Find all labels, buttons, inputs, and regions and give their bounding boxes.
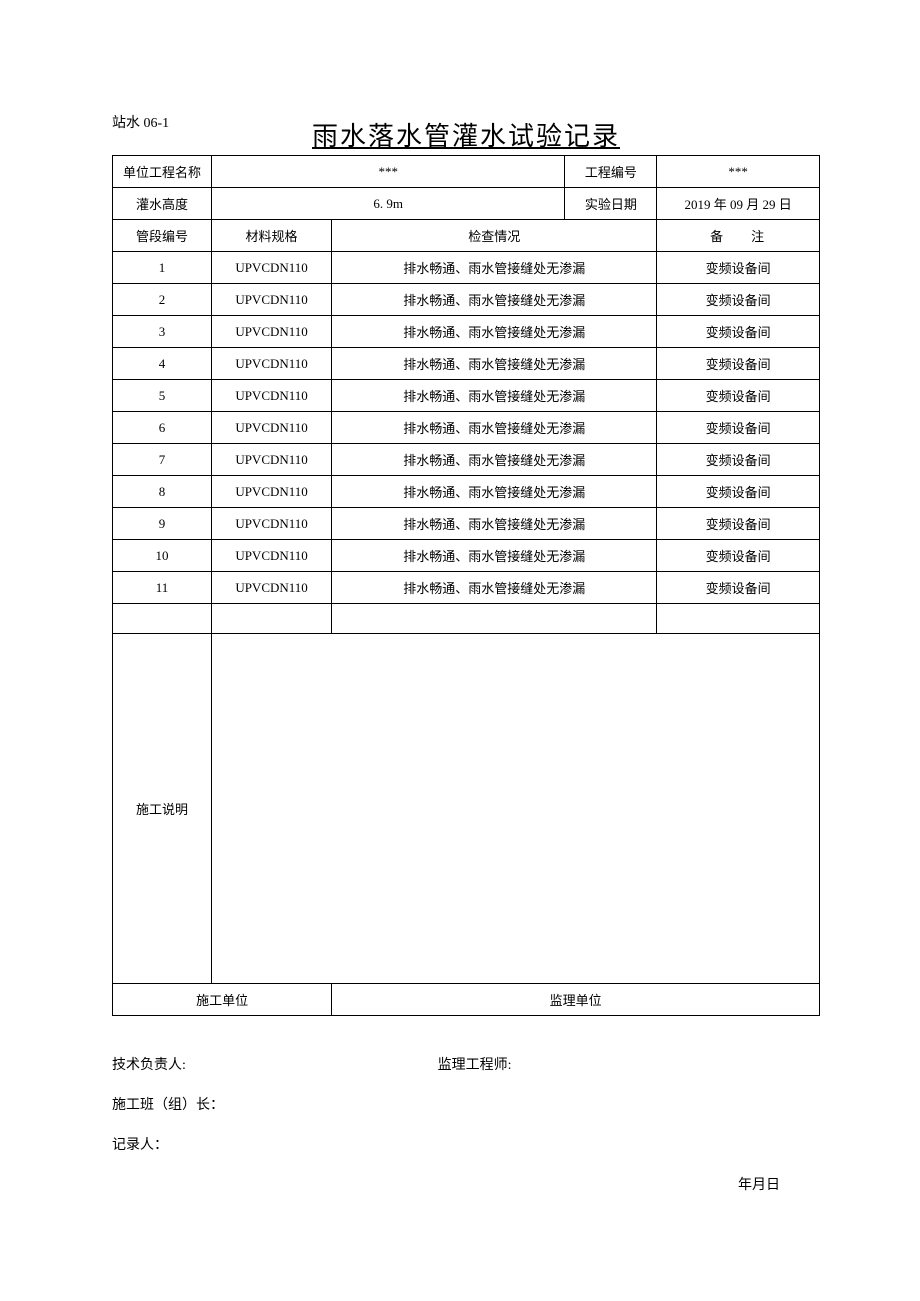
- table-row: 11UPVCDN110排水畅通、雨水管接缝处无渗漏变频设备间: [113, 572, 820, 604]
- col-material: 材料规格: [211, 220, 331, 252]
- cell-no: 9: [113, 508, 212, 540]
- cell-no: 6: [113, 412, 212, 444]
- cell-no: 2: [113, 284, 212, 316]
- pour-height-value: 6. 9m: [211, 188, 564, 220]
- header-row-1: 单位工程名称 *** 工程编号 ***: [113, 156, 820, 188]
- recorder-label: 记录人：: [112, 1134, 438, 1154]
- cell-material: UPVCDN110: [211, 284, 331, 316]
- cell-inspection: 排水畅通、雨水管接缝处无渗漏: [332, 476, 657, 508]
- col-note: 备注: [657, 220, 820, 252]
- cell-material: UPVCDN110: [211, 476, 331, 508]
- cell-material: UPVCDN110: [211, 252, 331, 284]
- desc-content: [211, 634, 819, 984]
- table-row: 3UPVCDN110排水畅通、雨水管接缝处无渗漏变频设备间: [113, 316, 820, 348]
- table-row: 10UPVCDN110排水畅通、雨水管接缝处无渗漏变频设备间: [113, 540, 820, 572]
- cell-note: 变频设备间: [657, 316, 820, 348]
- cell-no: 1: [113, 252, 212, 284]
- cell-note: 变频设备间: [657, 476, 820, 508]
- exp-date-value: 2019 年 09 月 29 日: [657, 188, 820, 220]
- cell-note: 变频设备间: [657, 540, 820, 572]
- cell-inspection: 排水畅通、雨水管接缝处无渗漏: [332, 412, 657, 444]
- cell-note: 变频设备间: [657, 284, 820, 316]
- table-row: 5UPVCDN110排水畅通、雨水管接缝处无渗漏变频设备间: [113, 380, 820, 412]
- supervision-unit: 监理单位: [332, 984, 820, 1016]
- cell-inspection: 排水畅通、雨水管接缝处无渗漏: [332, 508, 657, 540]
- cell-inspection: 排水畅通、雨水管接缝处无渗漏: [332, 572, 657, 604]
- header-row-2: 灌水高度 6. 9m 实验日期 2019 年 09 月 29 日: [113, 188, 820, 220]
- cell-material: UPVCDN110: [211, 348, 331, 380]
- col-seg-no: 管段编号: [113, 220, 212, 252]
- table-row: 1UPVCDN110排水畅通、雨水管接缝处无渗漏变频设备间: [113, 252, 820, 284]
- cell-note: 变频设备间: [657, 380, 820, 412]
- exp-date-label: 实验日期: [565, 188, 657, 220]
- cell-note: 变频设备间: [657, 508, 820, 540]
- cell-no: 8: [113, 476, 212, 508]
- desc-label: 施工说明: [113, 634, 212, 984]
- cell-note: 变频设备间: [657, 252, 820, 284]
- project-code-label: 工程编号: [565, 156, 657, 188]
- cell-no: 3: [113, 316, 212, 348]
- cell-note: 变频设备间: [657, 444, 820, 476]
- table-row: 7UPVCDN110排水畅通、雨水管接缝处无渗漏变频设备间: [113, 444, 820, 476]
- cell-no: 5: [113, 380, 212, 412]
- column-header-row: 管段编号 材料规格 检查情况 备注: [113, 220, 820, 252]
- cell-inspection: 排水畅通、雨水管接缝处无渗漏: [332, 316, 657, 348]
- cell-note: 变频设备间: [657, 572, 820, 604]
- table-row: 6UPVCDN110排水畅通、雨水管接缝处无渗漏变频设备间: [113, 412, 820, 444]
- table-row: 4UPVCDN110排水畅通、雨水管接缝处无渗漏变频设备间: [113, 348, 820, 380]
- cell-inspection: 排水畅通、雨水管接缝处无渗漏: [332, 348, 657, 380]
- cell-note: 变频设备间: [657, 412, 820, 444]
- project-name-label: 单位工程名称: [113, 156, 212, 188]
- page-title: 雨水落水管灌水试验记录: [112, 116, 820, 153]
- team-lead-label: 施工班（组）长：: [112, 1094, 438, 1114]
- unit-row: 施工单位 监理单位: [113, 984, 820, 1016]
- description-row: 施工说明: [113, 634, 820, 984]
- tech-lead-label: 技术负责人:: [112, 1054, 438, 1074]
- cell-material: UPVCDN110: [211, 508, 331, 540]
- cell-inspection: 排水畅通、雨水管接缝处无渗漏: [332, 252, 657, 284]
- table-row: 9UPVCDN110排水畅通、雨水管接缝处无渗漏变频设备间: [113, 508, 820, 540]
- supervisor-label: 监理工程师:: [438, 1054, 820, 1074]
- table-row: 8UPVCDN110排水畅通、雨水管接缝处无渗漏变频设备间: [113, 476, 820, 508]
- project-name-value: ***: [211, 156, 564, 188]
- cell-material: UPVCDN110: [211, 444, 331, 476]
- col-inspection: 检查情况: [332, 220, 657, 252]
- cell-inspection: 排水畅通、雨水管接缝处无渗漏: [332, 380, 657, 412]
- project-code-value: ***: [657, 156, 820, 188]
- table-row: 2UPVCDN110排水畅通、雨水管接缝处无渗漏变频设备间: [113, 284, 820, 316]
- cell-inspection: 排水畅通、雨水管接缝处无渗漏: [332, 444, 657, 476]
- cell-material: UPVCDN110: [211, 540, 331, 572]
- construction-unit: 施工单位: [113, 984, 332, 1016]
- cell-note: 变频设备间: [657, 348, 820, 380]
- cell-material: UPVCDN110: [211, 412, 331, 444]
- record-table: 单位工程名称 *** 工程编号 *** 灌水高度 6. 9m 实验日期 2019…: [112, 155, 820, 1016]
- cell-no: 10: [113, 540, 212, 572]
- signature-block: 技术负责人: 监理工程师: 施工班（组）长： 记录人： 年月日: [112, 1054, 820, 1194]
- pour-height-label: 灌水高度: [113, 188, 212, 220]
- date-label: 年月日: [112, 1174, 820, 1194]
- cell-inspection: 排水畅通、雨水管接缝处无渗漏: [332, 540, 657, 572]
- cell-no: 11: [113, 572, 212, 604]
- cell-material: UPVCDN110: [211, 572, 331, 604]
- cell-material: UPVCDN110: [211, 380, 331, 412]
- cell-no: 7: [113, 444, 212, 476]
- cell-material: UPVCDN110: [211, 316, 331, 348]
- empty-row: [113, 604, 820, 634]
- cell-inspection: 排水畅通、雨水管接缝处无渗漏: [332, 284, 657, 316]
- cell-no: 4: [113, 348, 212, 380]
